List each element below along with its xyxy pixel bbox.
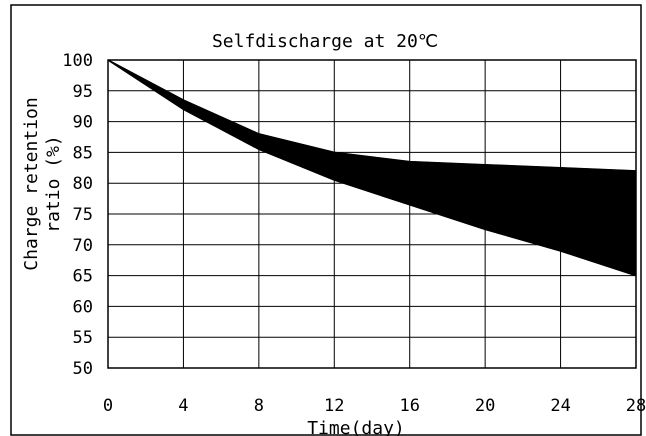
y-tick-label: 70 — [73, 236, 93, 256]
plot-frame — [107, 59, 637, 369]
x-tick-label: 24 — [550, 396, 570, 416]
y-tick-label: 100 — [62, 51, 93, 71]
y-axis-label-line1: Charge retention — [21, 97, 42, 270]
x-tick-label: 16 — [399, 396, 419, 416]
y-tick-label: 55 — [73, 328, 93, 348]
band-layer — [107, 59, 637, 277]
x-axis-label: Time(day) — [307, 418, 405, 436]
y-tick-label: 95 — [73, 82, 93, 102]
y-tick-label: 50 — [73, 359, 93, 379]
x-tick-label: 12 — [324, 396, 344, 416]
x-tick-label: 28 — [626, 396, 646, 416]
y-tick-label: 90 — [73, 113, 93, 133]
y-tick-label: 75 — [73, 205, 93, 225]
y-axis-label-group: Charge retention ratio (%) — [21, 97, 64, 270]
chart-title: Selfdischarge at 20℃ — [212, 31, 438, 52]
tick-labels: 0 4 8 12 16 20 24 28 100 95 90 85 80 75 70 65 60 55 50 — [62, 51, 646, 416]
y-axis-label-line2: ratio (%) — [43, 135, 64, 233]
upper-bound-line — [107, 59, 637, 172]
lower-bound-line — [107, 59, 637, 277]
y-tick-label: 65 — [73, 267, 93, 287]
y-tick-label: 60 — [73, 297, 93, 317]
x-tick-label: 0 — [103, 396, 113, 416]
x-tick-label: 20 — [475, 396, 495, 416]
y-tick-label: 80 — [73, 174, 93, 194]
x-tick-label: 8 — [254, 396, 264, 416]
x-tick-label: 4 — [178, 396, 188, 416]
outer-frame — [10, 4, 642, 436]
y-tick-label: 85 — [73, 143, 93, 163]
